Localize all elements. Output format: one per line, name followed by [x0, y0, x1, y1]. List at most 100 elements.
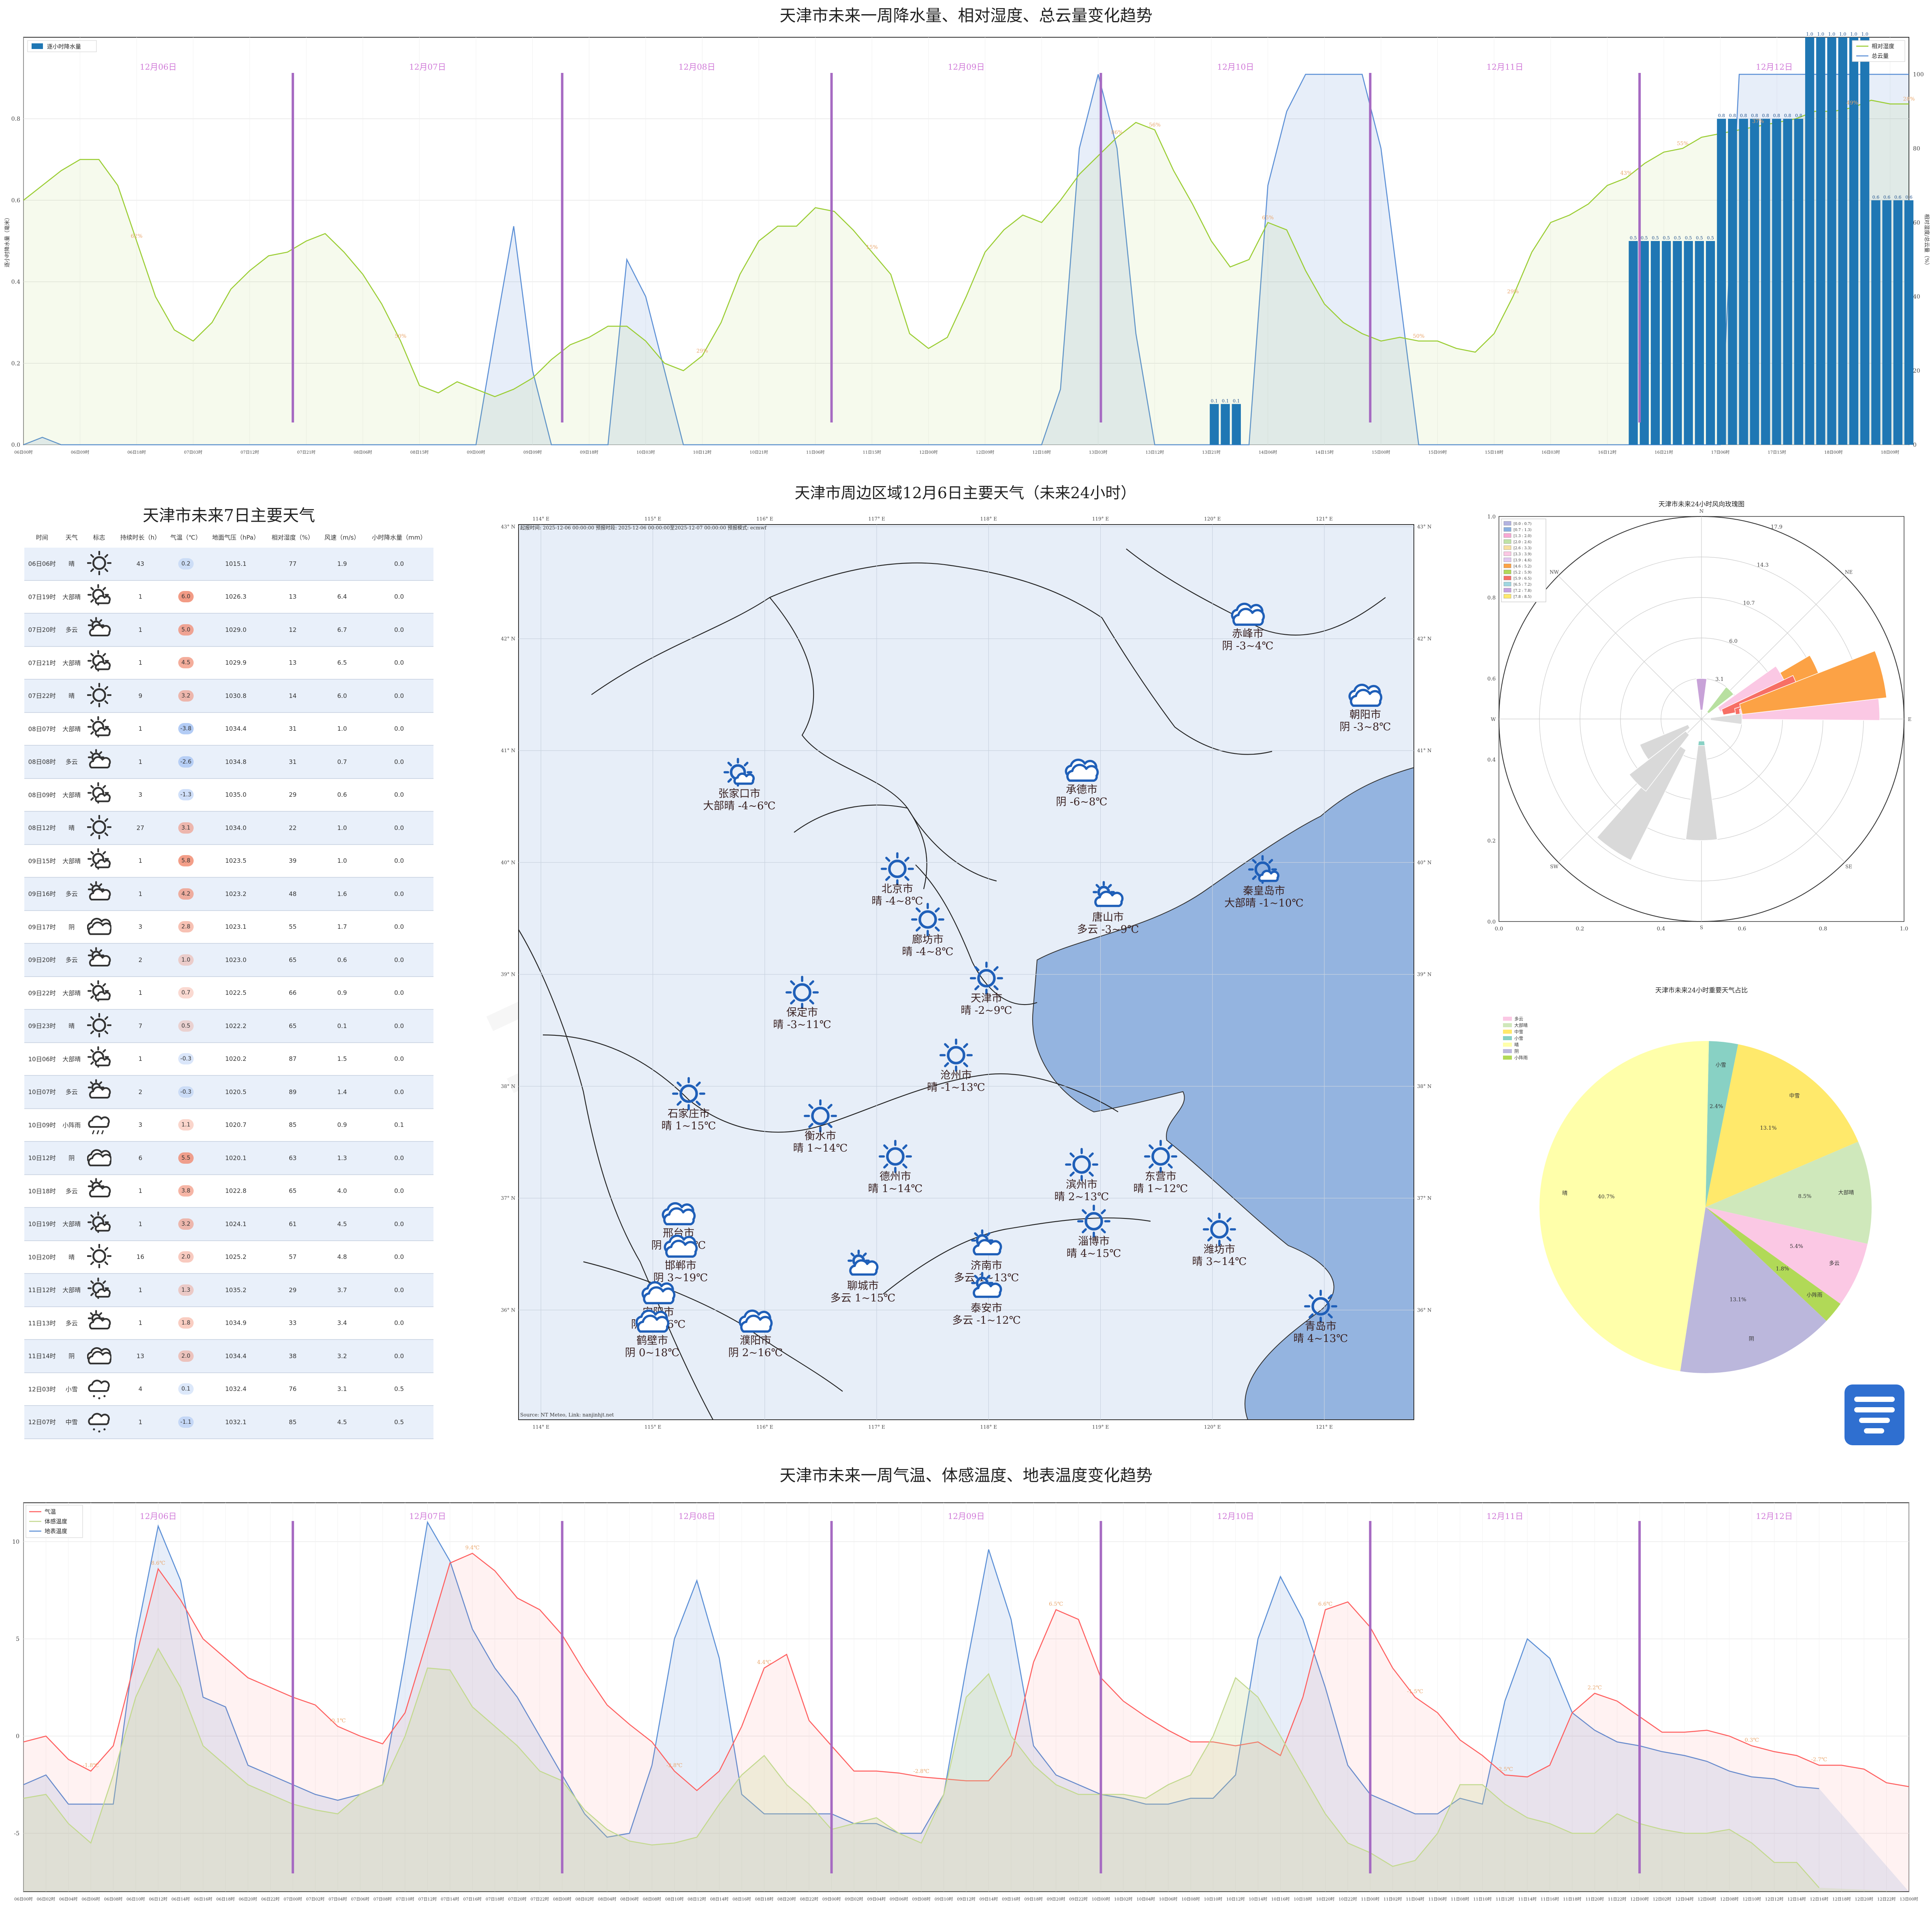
- x-tick-label: 09日16时: [1002, 1897, 1020, 1902]
- province-border: [915, 864, 1038, 1005]
- table-cell: [83, 877, 115, 911]
- table-cell: 多云: [60, 613, 83, 647]
- legend-label: [5.9 : 6.5): [1514, 576, 1531, 581]
- humidity-line: [23, 100, 1909, 397]
- table-cell: 0.5: [365, 1372, 433, 1406]
- precip-bar: [1650, 241, 1660, 445]
- province-border: [591, 562, 1102, 695]
- x-tick-label: 07日18时: [486, 1897, 504, 1902]
- city-name: 朝阳市: [1349, 709, 1381, 721]
- table-row: 09日17时阴 3 2.8 1023.1 55 1.7 0.0: [24, 910, 433, 944]
- table-cell: 09日17时: [24, 910, 60, 944]
- city-name: 石家庄市: [668, 1108, 710, 1120]
- sun-ray: [1252, 859, 1257, 864]
- x-tick-label: 06日09时: [71, 450, 89, 455]
- sun-ray: [104, 1030, 108, 1034]
- sun-ray: [808, 1123, 813, 1128]
- sun-icon: [1311, 1297, 1330, 1316]
- precip-value-label: 1.0: [1839, 32, 1847, 37]
- sun-ray: [90, 863, 94, 867]
- table-cell: 0.0: [365, 1340, 433, 1373]
- table-row: 08日07时 大部晴 1 -3.8 1034.4 31 1.0 0.0: [24, 712, 433, 746]
- x-tick-label: 06日02时: [37, 1897, 55, 1902]
- snow-flake: [93, 1428, 95, 1431]
- x-tick-label: 07日20时: [508, 1897, 526, 1902]
- x-tick-label: 08日00时: [553, 1897, 571, 1902]
- temperature-annotation: -2.5℃: [1497, 1766, 1513, 1773]
- sun-icon: [87, 1013, 112, 1038]
- table-cell: 3.1: [319, 1372, 365, 1406]
- sun-ray: [90, 731, 94, 735]
- rose-direction-label: SW: [1550, 864, 1558, 869]
- latitude-label: 36° N: [1417, 1307, 1432, 1313]
- sun-ray: [104, 568, 108, 572]
- sun-ray: [1070, 1171, 1075, 1177]
- day-label: 12月08日: [679, 1511, 715, 1521]
- longitude-label: 119° E: [1092, 1424, 1109, 1430]
- sun-ray: [963, 1043, 968, 1048]
- table-row: 07日19时 大部晴 1 6.0 1026.3 13 6.4 0.0: [24, 580, 433, 614]
- precip-value-label: 0.8: [1740, 113, 1747, 118]
- table-cell: 12日03时: [24, 1372, 60, 1406]
- rose-petal: [1706, 686, 1734, 714]
- sun-icon: [92, 556, 106, 570]
- legend-swatch: [1503, 539, 1511, 544]
- rose-axis-tick: 0.0: [1487, 919, 1496, 925]
- humidity-annotation: 50%: [1413, 333, 1425, 339]
- sun-ray: [90, 700, 94, 704]
- precip-value-label: 0.8: [1751, 113, 1758, 118]
- sun-ray: [90, 1081, 93, 1084]
- table-cell: 48: [266, 877, 320, 911]
- table-cell: 0.0: [365, 1174, 433, 1208]
- latitude-label: 37° N: [1417, 1195, 1432, 1201]
- table-cell: 0.0: [365, 910, 433, 944]
- series-area: [23, 1553, 1909, 1892]
- y-tick-label: 0: [16, 1733, 19, 1740]
- sun-icon: [811, 1107, 830, 1125]
- temperature-badge: -1.3: [178, 789, 194, 801]
- temperature-badge: 3.8: [178, 1185, 194, 1197]
- cloud-icon: [89, 1086, 111, 1099]
- day-label: 12月10日: [1217, 1511, 1254, 1521]
- sun-ray: [1168, 1163, 1173, 1169]
- city-name: 滨州市: [1066, 1179, 1097, 1191]
- table-column-header: 标志: [93, 533, 105, 541]
- snow-flake: [103, 1428, 106, 1431]
- table-cell: 阴: [60, 910, 83, 944]
- x-tick-label: 14日06时: [1259, 450, 1277, 455]
- table-cell: 09日22时: [24, 976, 60, 1010]
- table-row: 10日12时阴 6 5.5 1020.1 63 1.3 0.0: [24, 1141, 433, 1175]
- x-tick-label: 08日20时: [777, 1897, 796, 1902]
- temperature-badge: 5.5: [178, 1152, 194, 1164]
- city-weather: 阴 3~19℃: [653, 1272, 708, 1284]
- cloud-icon: [88, 1380, 110, 1392]
- table-cell: 0.0: [365, 646, 433, 680]
- x-tick-label: 09日20时: [1047, 1897, 1065, 1902]
- left-axis-label: 逐小时降水量（毫米）: [4, 215, 11, 267]
- x-tick-label: 10日10时: [1204, 1897, 1222, 1902]
- temperature-annotation: 4.4℃: [757, 1660, 771, 1666]
- x-tick-label: 08日22时: [800, 1897, 818, 1902]
- temperature-badge: 6.0: [178, 591, 194, 603]
- latitude-label: 42° N: [501, 636, 515, 642]
- precip-bar: [1221, 404, 1230, 445]
- sun-icon: [92, 1249, 106, 1263]
- cloud-icon: [86, 1149, 112, 1167]
- table-cell: 08日07时: [24, 712, 60, 746]
- humidity-annotation: 43%: [1620, 171, 1632, 177]
- cloud-icon: [89, 954, 111, 966]
- table-cell: 0.0: [365, 1141, 433, 1175]
- precip-bar: [1827, 37, 1836, 445]
- table-cell: [83, 976, 115, 1010]
- table-row: 12日07时 中雪 1 -1.1 1032.1 85 4.5 0.5: [24, 1406, 433, 1439]
- table-cell: [83, 1207, 115, 1241]
- table-cell: [83, 580, 115, 614]
- sun-ray: [986, 1232, 991, 1237]
- cloud-icon: [94, 1222, 111, 1232]
- city-name: 鹤壁市: [636, 1335, 668, 1347]
- cloud-icon: [94, 793, 111, 802]
